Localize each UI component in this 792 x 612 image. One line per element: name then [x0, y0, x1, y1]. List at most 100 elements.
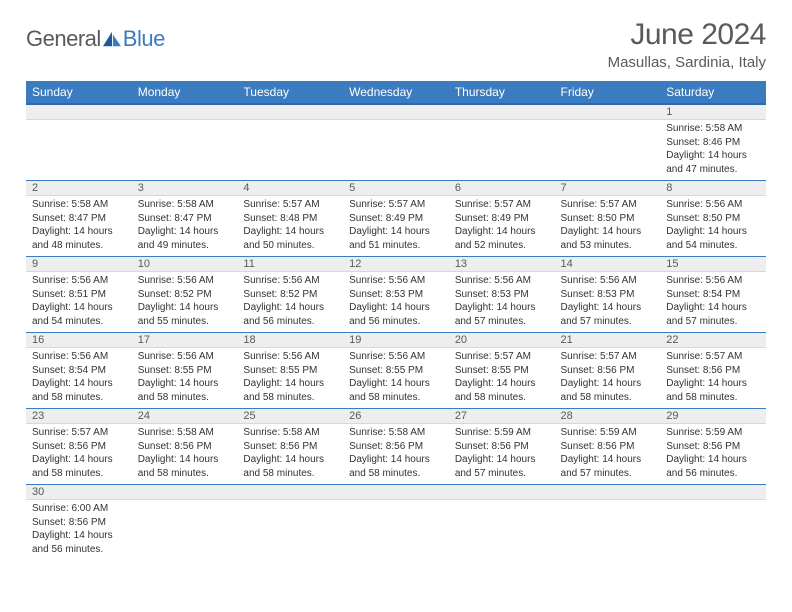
day-cell: Sunrise: 5:58 AMSunset: 8:47 PMDaylight:… [132, 196, 238, 257]
day-number: 25 [237, 409, 343, 424]
day-number [26, 104, 132, 120]
daynum-row: 2345678 [26, 181, 766, 196]
day-info-line: and 55 minutes. [138, 315, 232, 329]
header: General Blue June 2024 Masullas, Sardini… [26, 18, 766, 71]
day-number: 26 [343, 409, 449, 424]
day-cell: Sunrise: 5:57 AMSunset: 8:49 PMDaylight:… [449, 196, 555, 257]
day-info-line: Sunset: 8:56 PM [349, 440, 443, 454]
day-cell [555, 120, 661, 181]
day-cell [237, 120, 343, 181]
day-cell: Sunrise: 5:57 AMSunset: 8:55 PMDaylight:… [449, 348, 555, 409]
day-info-line: Sunrise: 5:56 AM [349, 350, 443, 364]
day-number [132, 104, 238, 120]
day-number: 29 [660, 409, 766, 424]
day-info-line: Daylight: 14 hours [32, 453, 126, 467]
day-cell: Sunrise: 5:57 AMSunset: 8:56 PMDaylight:… [660, 348, 766, 409]
day-info-line: Daylight: 14 hours [138, 377, 232, 391]
day-info-line: and 56 minutes. [243, 315, 337, 329]
day-info-line: Sunrise: 5:56 AM [349, 274, 443, 288]
day-cell: Sunrise: 5:58 AMSunset: 8:46 PMDaylight:… [660, 120, 766, 181]
day-info-line: and 58 minutes. [666, 391, 760, 405]
day-info-line: Daylight: 14 hours [32, 377, 126, 391]
day-info-line: and 54 minutes. [32, 315, 126, 329]
day-info-line: Daylight: 14 hours [243, 377, 337, 391]
day-cell: Sunrise: 5:59 AMSunset: 8:56 PMDaylight:… [449, 424, 555, 485]
day-number: 21 [555, 333, 661, 348]
day-info-line: Sunset: 8:56 PM [561, 364, 655, 378]
day-info-line: Daylight: 14 hours [561, 225, 655, 239]
day-info-line: Sunrise: 5:57 AM [243, 198, 337, 212]
day-info-line: Sunset: 8:56 PM [666, 440, 760, 454]
day-info-line: Daylight: 14 hours [32, 225, 126, 239]
day-info-line: Sunrise: 5:59 AM [666, 426, 760, 440]
day-number: 27 [449, 409, 555, 424]
weekday-header: Wednesday [343, 81, 449, 104]
day-info-line: and 58 minutes. [561, 391, 655, 405]
day-info-line: and 58 minutes. [243, 467, 337, 481]
day-cell: Sunrise: 5:59 AMSunset: 8:56 PMDaylight:… [660, 424, 766, 485]
day-info-line: and 57 minutes. [455, 467, 549, 481]
day-cell: Sunrise: 5:56 AMSunset: 8:54 PMDaylight:… [26, 348, 132, 409]
day-cell [343, 500, 449, 561]
day-info-line: Sunset: 8:53 PM [455, 288, 549, 302]
daynum-row: 23242526272829 [26, 409, 766, 424]
day-info-line: Daylight: 14 hours [32, 529, 126, 543]
day-number: 18 [237, 333, 343, 348]
day-info-line: Sunrise: 5:56 AM [455, 274, 549, 288]
day-info-line: Daylight: 14 hours [561, 301, 655, 315]
day-number: 1 [660, 104, 766, 120]
day-cell: Sunrise: 5:57 AMSunset: 8:49 PMDaylight:… [343, 196, 449, 257]
day-number: 5 [343, 181, 449, 196]
day-info-line: Sunset: 8:49 PM [455, 212, 549, 226]
day-info-line: Sunrise: 5:56 AM [32, 274, 126, 288]
day-info-line: Sunrise: 5:56 AM [666, 274, 760, 288]
day-info-line: Daylight: 14 hours [349, 225, 443, 239]
calendar-table: SundayMondayTuesdayWednesdayThursdayFrid… [26, 81, 766, 560]
day-info-line: and 58 minutes. [32, 391, 126, 405]
weekday-header: Saturday [660, 81, 766, 104]
day-info-line: Sunset: 8:56 PM [666, 364, 760, 378]
day-number [132, 485, 238, 500]
day-number [237, 104, 343, 120]
day-number: 7 [555, 181, 661, 196]
daynum-row: 30 [26, 485, 766, 500]
day-content-row: Sunrise: 5:56 AMSunset: 8:51 PMDaylight:… [26, 272, 766, 333]
day-info-line: Daylight: 14 hours [666, 225, 760, 239]
day-info-line: and 56 minutes. [666, 467, 760, 481]
day-info-line: and 58 minutes. [455, 391, 549, 405]
day-info-line: and 58 minutes. [349, 391, 443, 405]
weekday-header: Friday [555, 81, 661, 104]
day-info-line: and 56 minutes. [349, 315, 443, 329]
day-number: 13 [449, 257, 555, 272]
day-info-line: Sunrise: 5:58 AM [138, 198, 232, 212]
day-info-line: Daylight: 14 hours [243, 225, 337, 239]
weekday-header: Thursday [449, 81, 555, 104]
day-info-line: Sunrise: 5:57 AM [32, 426, 126, 440]
day-info-line: Sunset: 8:56 PM [32, 440, 126, 454]
day-number: 9 [26, 257, 132, 272]
day-info-line: Sunset: 8:46 PM [666, 136, 760, 150]
day-number: 3 [132, 181, 238, 196]
day-cell: Sunrise: 5:58 AMSunset: 8:47 PMDaylight:… [26, 196, 132, 257]
day-number [555, 104, 661, 120]
day-number: 22 [660, 333, 766, 348]
day-content-row: Sunrise: 6:00 AMSunset: 8:56 PMDaylight:… [26, 500, 766, 561]
day-info-line: Sunrise: 5:59 AM [561, 426, 655, 440]
day-cell: Sunrise: 5:56 AMSunset: 8:54 PMDaylight:… [660, 272, 766, 333]
sail-icon [101, 30, 123, 48]
day-number: 15 [660, 257, 766, 272]
day-info-line: Daylight: 14 hours [666, 453, 760, 467]
day-info-line: Sunset: 8:55 PM [455, 364, 549, 378]
day-info-line: Sunrise: 5:56 AM [32, 350, 126, 364]
day-info-line: Sunset: 8:47 PM [32, 212, 126, 226]
weekday-header: Monday [132, 81, 238, 104]
day-info-line: Daylight: 14 hours [243, 301, 337, 315]
day-cell [660, 500, 766, 561]
day-number: 28 [555, 409, 661, 424]
day-info-line: Sunrise: 6:00 AM [32, 502, 126, 516]
day-info-line: Sunset: 8:56 PM [455, 440, 549, 454]
location-text: Masullas, Sardinia, Italy [608, 54, 766, 71]
day-info-line: Sunset: 8:53 PM [349, 288, 443, 302]
day-info-line: Sunrise: 5:59 AM [455, 426, 549, 440]
day-cell [343, 120, 449, 181]
